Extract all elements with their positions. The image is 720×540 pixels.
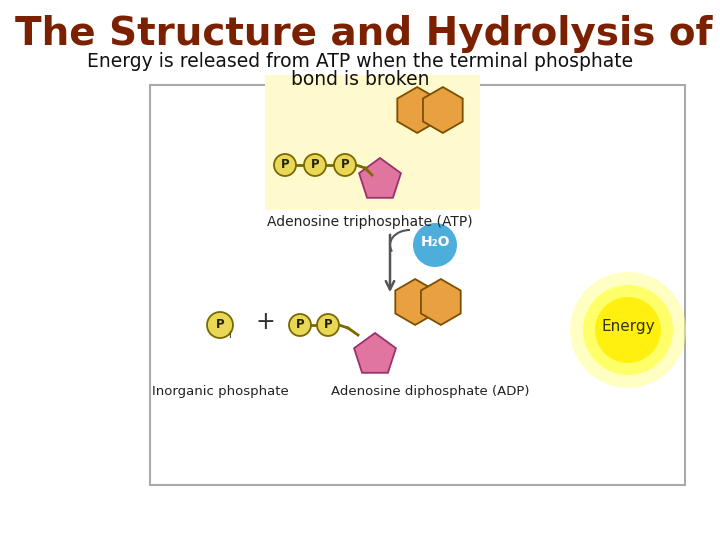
Circle shape bbox=[304, 154, 326, 176]
Text: Inorganic phosphate: Inorganic phosphate bbox=[152, 385, 289, 398]
Text: Energy is released from ATP when the terminal phosphate: Energy is released from ATP when the ter… bbox=[87, 52, 633, 71]
Polygon shape bbox=[423, 87, 463, 133]
Text: P: P bbox=[216, 319, 225, 332]
Circle shape bbox=[570, 272, 686, 388]
Text: Energy: Energy bbox=[601, 320, 654, 334]
Text: Adenosine triphosphate (ATP): Adenosine triphosphate (ATP) bbox=[267, 215, 473, 229]
Circle shape bbox=[317, 314, 339, 336]
Text: P: P bbox=[281, 159, 289, 172]
Circle shape bbox=[583, 285, 673, 375]
Circle shape bbox=[289, 314, 311, 336]
Text: P: P bbox=[324, 319, 333, 332]
Polygon shape bbox=[354, 333, 396, 373]
Text: +: + bbox=[255, 310, 275, 334]
Text: P: P bbox=[296, 319, 305, 332]
Circle shape bbox=[334, 154, 356, 176]
Text: i: i bbox=[228, 331, 230, 340]
Circle shape bbox=[274, 154, 296, 176]
Polygon shape bbox=[395, 279, 435, 325]
Circle shape bbox=[595, 297, 661, 363]
Text: bond is broken: bond is broken bbox=[291, 70, 429, 89]
Polygon shape bbox=[421, 279, 461, 325]
Text: Adenosine diphosphate (ADP): Adenosine diphosphate (ADP) bbox=[330, 385, 529, 398]
Text: P: P bbox=[311, 159, 319, 172]
FancyBboxPatch shape bbox=[150, 85, 685, 485]
Text: H₂O: H₂O bbox=[420, 235, 450, 249]
Circle shape bbox=[207, 312, 233, 338]
Text: P: P bbox=[341, 159, 349, 172]
Polygon shape bbox=[359, 158, 401, 198]
Polygon shape bbox=[397, 87, 437, 133]
Text: The Structure and Hydrolysis of ATP: The Structure and Hydrolysis of ATP bbox=[15, 15, 720, 53]
FancyBboxPatch shape bbox=[265, 75, 480, 210]
Circle shape bbox=[413, 223, 457, 267]
